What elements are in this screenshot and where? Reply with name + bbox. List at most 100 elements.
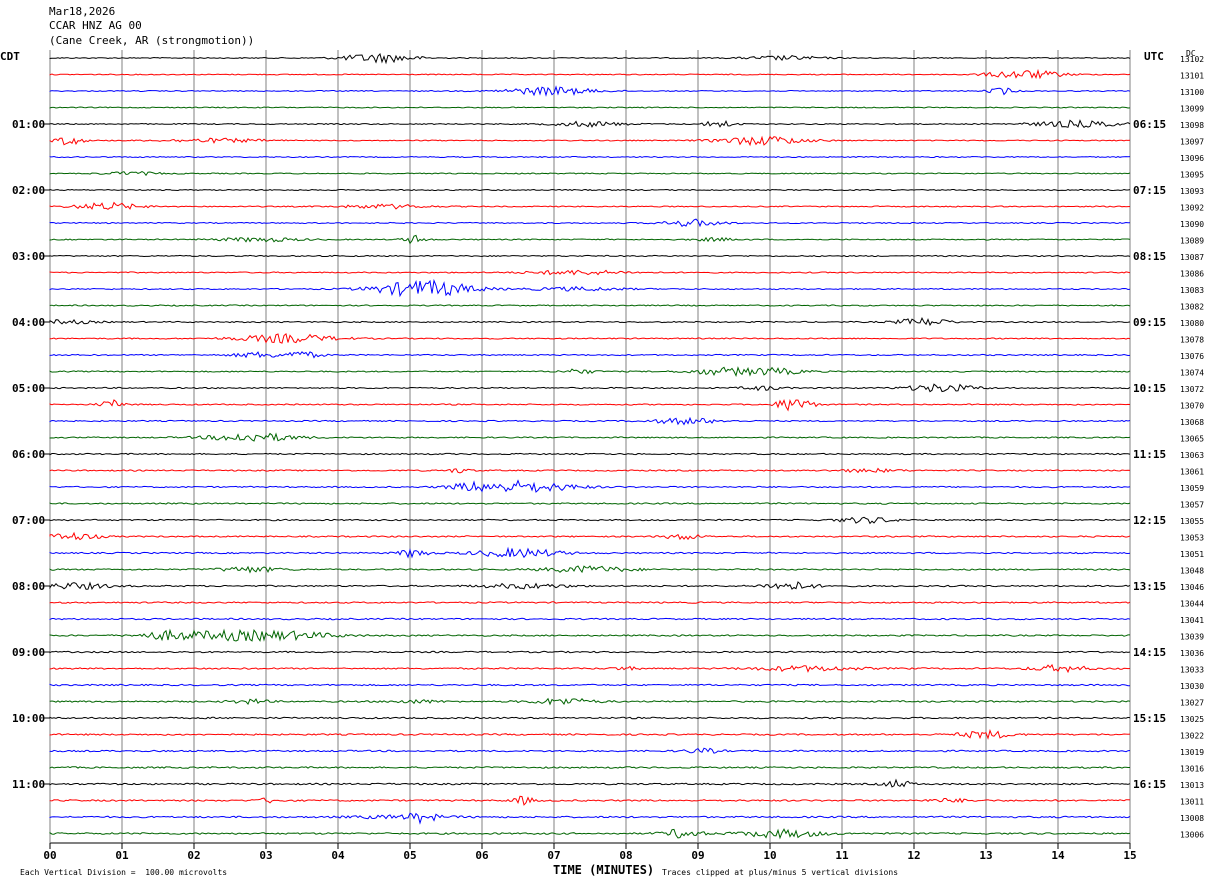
x-tick-label: 11: [835, 849, 849, 862]
trace-counter-label: 13089: [1180, 237, 1204, 246]
trace-line-48: [49, 828, 1131, 840]
header-location: (Cane Creek, AR (strongmotion)): [49, 34, 255, 47]
trace-line-33: [49, 581, 1131, 591]
trace-line-14: [49, 269, 1131, 276]
x-tick-label: 02: [187, 849, 200, 862]
x-tick-label: 09: [691, 849, 704, 862]
trace-line-2: [49, 68, 1131, 80]
trace-counter-label: 13025: [1180, 715, 1204, 724]
trace-line-22: [49, 398, 1131, 412]
trace-counter-label: 13100: [1180, 88, 1204, 97]
trace-counter-label: 13070: [1180, 402, 1204, 411]
x-tick-label: 01: [115, 849, 129, 862]
trace-counter-label: 13074: [1180, 369, 1204, 378]
trace-line-13: [49, 254, 1131, 258]
left-hour-label: 11:00: [12, 778, 45, 791]
trace-counter-label: 13048: [1180, 567, 1204, 576]
left-hour-label: 02:00: [12, 184, 45, 197]
trace-counter-label: 13082: [1180, 303, 1204, 312]
left-timezone-label: CDT: [0, 50, 20, 63]
trace-line-24: [49, 432, 1131, 442]
header-date: Mar18,2026: [49, 5, 116, 18]
trace-line-44: [49, 766, 1130, 769]
x-tick-label: 06: [475, 849, 489, 862]
trace-counter-label: 13090: [1180, 220, 1204, 229]
right-hour-label: 14:15: [1133, 646, 1166, 659]
x-tick-label: 10: [763, 849, 776, 862]
trace-counter-label: 13097: [1180, 138, 1204, 147]
left-hour-label: 05:00: [12, 382, 45, 395]
trace-counter-label: 13041: [1180, 616, 1204, 625]
trace-counter-label: 13095: [1180, 171, 1204, 180]
trace-counter-label: 13030: [1180, 682, 1204, 691]
trace-line-20: [49, 366, 1131, 377]
trace-line-40: [49, 697, 1131, 706]
trace-line-4: [49, 106, 1131, 109]
left-hour-label: 01:00: [12, 118, 45, 131]
trace-line-39: [49, 683, 1130, 687]
trace-line-3: [49, 85, 1131, 97]
trace-counter-label: 13098: [1180, 121, 1204, 130]
trace-counter-label: 13061: [1180, 468, 1204, 477]
right-hour-label: 11:15: [1133, 448, 1166, 461]
left-hour-label: 08:00: [12, 580, 45, 593]
right-hour-label: 16:15: [1133, 778, 1166, 791]
trace-line-23: [49, 416, 1131, 426]
trace-counter-label: 13059: [1180, 484, 1204, 493]
trace-line-31: [49, 546, 1131, 559]
x-tick-label: 05: [403, 849, 416, 862]
x-tick-label: 12: [907, 849, 920, 862]
trace-counter-label: 13099: [1180, 105, 1204, 114]
trace-counter-label: 13087: [1180, 253, 1204, 262]
trace-line-26: [49, 467, 1131, 474]
trace-counter-label: 13068: [1180, 418, 1204, 427]
trace-counter-label: 13022: [1180, 732, 1204, 741]
right-hour-label: 07:15: [1133, 184, 1166, 197]
trace-line-8: [49, 171, 1131, 177]
trace-line-46: [49, 795, 1131, 806]
trace-counter-label: 13093: [1180, 187, 1204, 196]
header-station: CCAR HNZ AG 00: [49, 19, 142, 32]
trace-counter-label: 13039: [1180, 633, 1204, 642]
trace-line-10: [49, 201, 1131, 210]
trace-counter-label: 13008: [1180, 814, 1204, 823]
right-hour-label: 06:15: [1133, 118, 1166, 131]
trace-line-29: [49, 516, 1131, 525]
left-hour-label: 09:00: [12, 646, 45, 659]
trace-line-43: [49, 747, 1131, 754]
right-hour-label: 15:15: [1133, 712, 1166, 725]
trace-counter-label: 13036: [1180, 649, 1204, 658]
trace-counter-label: 13083: [1180, 286, 1204, 295]
left-hour-label: 04:00: [12, 316, 45, 329]
x-tick-label: 03: [259, 849, 272, 862]
trace-line-5: [49, 119, 1131, 128]
trace-counter-label: 13057: [1180, 501, 1204, 510]
trace-counter-label: 13101: [1180, 72, 1204, 81]
trace-line-25: [49, 452, 1131, 456]
trace-line-16: [49, 304, 1131, 307]
trace-line-15: [49, 278, 1131, 298]
trace-counter-label: 13013: [1180, 781, 1204, 790]
trace-line-35: [49, 617, 1131, 621]
trace-counter-label: 13092: [1180, 204, 1204, 213]
trace-counter-label: 13065: [1180, 435, 1204, 444]
trace-counter-label: 13055: [1180, 517, 1204, 526]
trace-counter-label: 13078: [1180, 336, 1204, 345]
trace-line-36: [49, 628, 1130, 642]
trace-counter-label: 13076: [1180, 352, 1204, 361]
x-tick-label: 04: [331, 849, 345, 862]
trace-line-47: [49, 812, 1131, 825]
trace-line-45: [49, 778, 1131, 788]
trace-counter-label: 13019: [1180, 748, 1204, 757]
trace-line-12: [49, 234, 1131, 245]
left-hour-label: 06:00: [12, 448, 45, 461]
trace-counter-label: 13053: [1180, 534, 1204, 543]
trace-line-28: [49, 502, 1131, 505]
x-axis-title: TIME (MINUTES): [553, 863, 655, 877]
trace-line-34: [49, 601, 1131, 604]
trace-counter-label: 13072: [1180, 385, 1204, 394]
trace-line-30: [49, 531, 1131, 541]
trace-line-6: [49, 135, 1131, 147]
trace-line-18: [49, 333, 1131, 344]
